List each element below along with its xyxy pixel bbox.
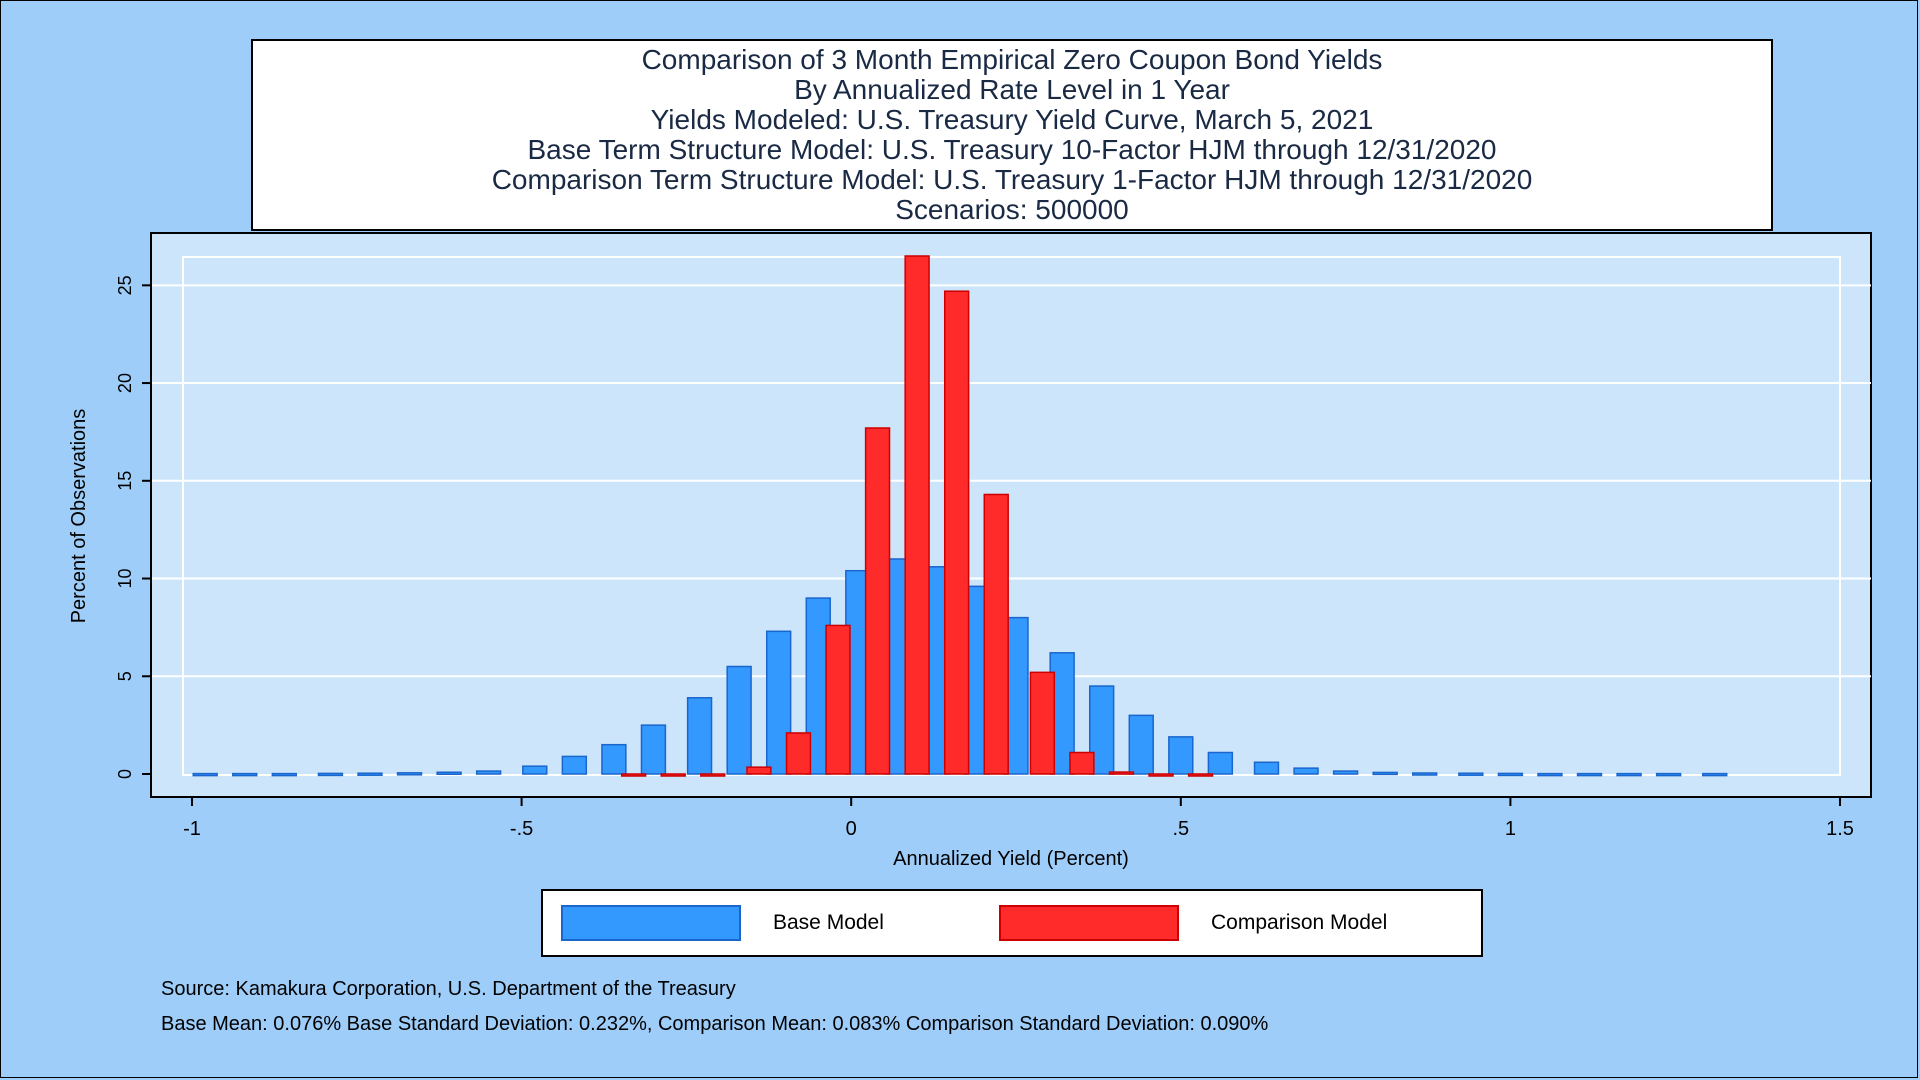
bar-base-33 xyxy=(1537,772,1563,777)
legend: Base Model Comparison Model xyxy=(541,889,1483,957)
bar-comparison-5 xyxy=(825,624,851,775)
legend-label-comparison: Comparison Model xyxy=(1211,911,1388,934)
bar-base-25 xyxy=(1207,751,1234,775)
bar-comparison-8 xyxy=(943,290,970,775)
title-line-3: Yields Modeled: U.S. Treasury Yield Curv… xyxy=(650,104,1374,135)
bar-comparison-12 xyxy=(1108,771,1135,775)
source-note: Source: Kamakura Corporation, U.S. Depar… xyxy=(161,978,736,1000)
legend-swatch-base xyxy=(561,905,741,941)
legend-swatch-comparison xyxy=(999,905,1179,941)
bar-base-11 xyxy=(640,724,667,775)
x-tick-label-3: .5 xyxy=(1172,818,1189,840)
x-tick-label-4: 1 xyxy=(1505,818,1516,840)
bar-comparison-0 xyxy=(620,773,647,777)
bar-comparison-1 xyxy=(660,773,686,777)
bar-base-27 xyxy=(1293,767,1319,775)
bar-comparison-6 xyxy=(864,427,891,775)
bar-comparison-9 xyxy=(983,493,1009,775)
bar-comparison-13 xyxy=(1148,773,1174,777)
bar-base-23 xyxy=(1128,714,1154,775)
bar-base-35 xyxy=(1616,772,1642,777)
bar-base-14 xyxy=(765,630,792,775)
bar-base-3 xyxy=(317,772,344,777)
bar-base-4 xyxy=(357,772,383,776)
bar-base-31 xyxy=(1458,772,1484,776)
bar-base-30 xyxy=(1412,772,1438,776)
bar-comparison-14 xyxy=(1187,773,1214,777)
bar-comparison-2 xyxy=(700,773,726,777)
title-line-5: Comparison Term Structure Model: U.S. Tr… xyxy=(491,164,1533,195)
bar-base-29 xyxy=(1372,771,1398,776)
y-axis-label: Percent of Observations xyxy=(68,409,90,624)
x-tick-label-0: -1 xyxy=(183,818,201,840)
bar-base-34 xyxy=(1576,772,1603,777)
legend-label-base: Base Model xyxy=(773,911,884,934)
title-line-1: Comparison of 3 Month Empirical Zero Cou… xyxy=(641,44,1383,75)
bar-base-32 xyxy=(1497,772,1524,777)
x-tick-label-1: -.5 xyxy=(510,818,533,840)
title-line-2: By Annualized Rate Level in 1 Year xyxy=(794,74,1230,105)
bar-comparison-3 xyxy=(746,766,772,775)
title-line-6: Scenarios: 500000 xyxy=(895,194,1129,225)
y-tick-label-15: 15 xyxy=(115,471,135,491)
y-tick-label-20: 20 xyxy=(115,373,135,393)
bar-base-6 xyxy=(436,771,462,775)
x-tick-label-2: 0 xyxy=(846,818,857,840)
bar-base-12 xyxy=(686,697,713,775)
bar-base-26 xyxy=(1253,761,1280,775)
bar-base-36 xyxy=(1655,772,1682,777)
bar-base-7 xyxy=(475,770,502,775)
bar-base-28 xyxy=(1332,770,1359,775)
bar-base-2 xyxy=(271,772,297,777)
bar-base-37 xyxy=(1702,772,1728,777)
bar-base-9 xyxy=(561,755,588,775)
bar-comparison-11 xyxy=(1069,751,1095,775)
y-tick-label-10: 10 xyxy=(115,569,135,589)
title-line-4: Base Term Structure Model: U.S. Treasury… xyxy=(527,134,1497,165)
bar-comparison-10 xyxy=(1029,671,1056,775)
plot-inner-frame xyxy=(182,256,1841,776)
bar-comparison-4 xyxy=(785,732,812,775)
bar-base-0 xyxy=(192,772,218,777)
bar-base-10 xyxy=(601,743,627,775)
chart-title-box: Comparison of 3 Month Empirical Zero Cou… xyxy=(251,39,1773,231)
bar-base-24 xyxy=(1168,736,1194,775)
bar-base-13 xyxy=(726,665,752,775)
y-tick-label-25: 25 xyxy=(115,275,135,295)
stats-note: Base Mean: 0.076% Base Standard Deviatio… xyxy=(161,1013,1269,1035)
bars xyxy=(192,255,1728,777)
axes: 0 5 10 15 20 25 -1 -.5 0 .5 1 1.5 xyxy=(115,233,1871,840)
bar-base-1 xyxy=(232,772,258,777)
bar-base-8 xyxy=(522,765,548,775)
x-axis-label: Annualized Yield (Percent) xyxy=(893,848,1129,870)
bar-comparison-7 xyxy=(904,255,930,775)
y-tick-label-5: 5 xyxy=(115,671,135,681)
bar-base-5 xyxy=(396,772,423,776)
y-tick-label-0: 0 xyxy=(115,769,135,779)
bar-base-22 xyxy=(1088,685,1115,775)
x-tick-label-5: 1.5 xyxy=(1826,818,1854,840)
